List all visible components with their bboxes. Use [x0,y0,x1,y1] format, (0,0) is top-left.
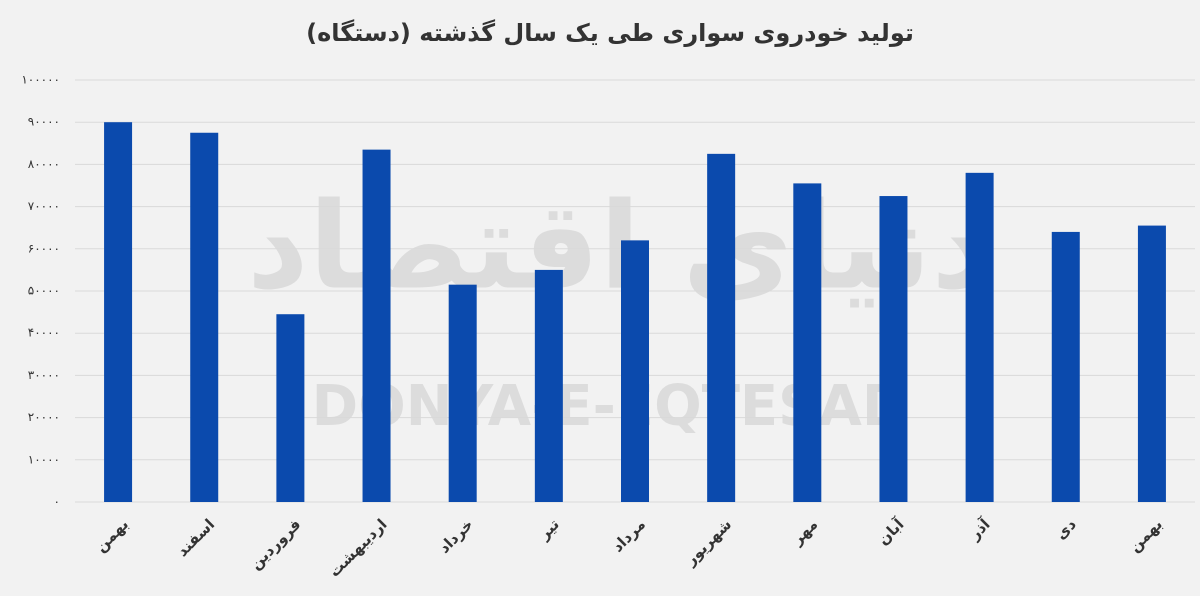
bar [190,132,219,502]
bar [707,153,736,502]
y-tick-label: ۵۰۰۰۰ [28,284,60,298]
y-tick-label: ۱۰۰۰۰۰ [21,73,60,87]
y-tick-label: ۷۰۰۰۰ [28,199,60,213]
bar [879,196,908,503]
y-tick-label: ۱۰۰۰۰ [28,452,60,466]
bar [793,183,822,502]
bar [104,122,133,502]
y-tick-label: ۴۰۰۰۰ [28,326,60,340]
y-tick-label: ۶۰۰۰۰ [28,241,60,255]
bar [1137,225,1166,502]
bar [448,284,477,502]
bar [965,172,994,502]
y-tick-label: ۳۰۰۰۰ [28,368,60,382]
y-tick-label: ۹۰۰۰۰ [28,115,60,129]
bar [534,269,563,502]
bar [276,314,305,502]
y-tick-label: ۰ [54,495,60,509]
chart-title: تولید خودروی سواری طی یک سال گذشته (دستگ… [306,19,914,47]
bar [362,149,391,502]
y-tick-label: ۲۰۰۰۰ [28,410,60,424]
y-tick-label: ۸۰۰۰۰ [28,157,60,171]
bar [1051,231,1080,503]
bar [621,240,649,503]
